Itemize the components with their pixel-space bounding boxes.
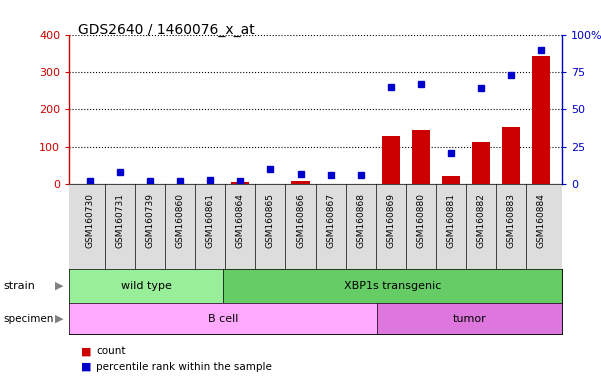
Bar xyxy=(442,176,460,184)
Text: GSM160867: GSM160867 xyxy=(326,193,335,248)
Text: GSM160860: GSM160860 xyxy=(176,193,185,248)
Bar xyxy=(291,181,310,184)
Text: GSM160882: GSM160882 xyxy=(477,193,485,248)
Text: ▶: ▶ xyxy=(55,281,63,291)
Text: count: count xyxy=(96,346,126,356)
Text: percentile rank within the sample: percentile rank within the sample xyxy=(96,362,272,372)
Bar xyxy=(382,136,400,184)
Text: XBP1s transgenic: XBP1s transgenic xyxy=(344,281,441,291)
Text: GSM160861: GSM160861 xyxy=(206,193,215,248)
Text: GSM160869: GSM160869 xyxy=(386,193,395,248)
Text: GSM160731: GSM160731 xyxy=(116,193,124,248)
Bar xyxy=(111,184,129,186)
Text: tumor: tumor xyxy=(453,314,486,324)
Bar xyxy=(231,182,249,184)
Bar xyxy=(352,184,370,185)
Text: GSM160866: GSM160866 xyxy=(296,193,305,248)
Bar xyxy=(502,127,520,184)
Text: GSM160865: GSM160865 xyxy=(266,193,275,248)
Text: ▶: ▶ xyxy=(55,314,63,324)
Text: strain: strain xyxy=(3,281,35,291)
Text: GSM160881: GSM160881 xyxy=(447,193,455,248)
Bar xyxy=(322,184,340,185)
Text: specimen: specimen xyxy=(3,314,53,324)
Bar xyxy=(412,130,430,184)
Text: B cell: B cell xyxy=(208,314,239,324)
Text: GSM160730: GSM160730 xyxy=(86,193,94,248)
Text: GSM160880: GSM160880 xyxy=(416,193,425,248)
Text: GSM160868: GSM160868 xyxy=(356,193,365,248)
Text: GSM160884: GSM160884 xyxy=(537,193,545,248)
Text: GSM160883: GSM160883 xyxy=(507,193,515,248)
Text: GDS2640 / 1460076_x_at: GDS2640 / 1460076_x_at xyxy=(78,23,255,37)
Text: wild type: wild type xyxy=(121,281,171,291)
Text: GSM160739: GSM160739 xyxy=(146,193,154,248)
Bar xyxy=(532,56,550,184)
Text: GSM160864: GSM160864 xyxy=(236,193,245,248)
Bar xyxy=(472,142,490,184)
Text: ■: ■ xyxy=(81,346,91,356)
Text: ■: ■ xyxy=(81,362,91,372)
